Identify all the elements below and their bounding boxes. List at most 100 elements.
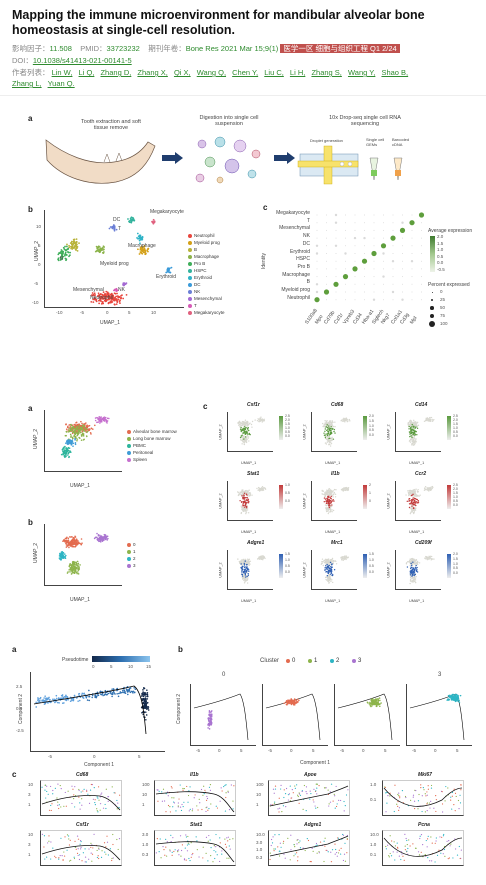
feature-plot: [320, 555, 349, 584]
colorbar-tick: 1.0: [453, 495, 458, 499]
doi-link[interactable]: 10.1038/s41413-021-00141-5: [32, 56, 132, 65]
author-link[interactable]: Chen Y,: [232, 68, 259, 77]
size-legend-dot: [431, 291, 433, 293]
cell-point: [106, 417, 109, 420]
cell-point: [322, 425, 325, 428]
cell-point: [412, 498, 414, 501]
dot-plot-mark: [326, 260, 327, 262]
cell-point: [328, 579, 331, 582]
cell-point: [248, 564, 250, 567]
cell-point: [413, 578, 416, 581]
cell-point: [414, 497, 417, 500]
cell-point: [107, 302, 110, 305]
cell-point: [85, 422, 87, 424]
pmid-value[interactable]: 33723232: [106, 44, 140, 53]
cell-point: [72, 697, 75, 700]
cell-point: [413, 504, 416, 506]
size-legend-label: 75: [440, 313, 446, 318]
cell-point: [100, 416, 102, 418]
cell-point: [334, 432, 336, 434]
dot-plot-mark: [383, 260, 384, 262]
cell-point: [331, 574, 334, 576]
dot-plot-mark: [364, 222, 365, 224]
author-link[interactable]: Yuan Q.: [47, 79, 75, 88]
expression-point: [277, 808, 279, 810]
expression-point: [305, 791, 307, 793]
expression-point: [315, 807, 317, 809]
author-link[interactable]: Qi X,: [173, 68, 191, 77]
mandible-illustration: [45, 139, 156, 184]
cell-point: [419, 494, 421, 496]
cell-point: [240, 568, 243, 570]
dot-plot-mark: [315, 252, 319, 255]
author-link[interactable]: Wang Y,: [347, 68, 376, 77]
author-link[interactable]: Lin W,: [51, 68, 73, 77]
cell-point: [66, 248, 68, 251]
cell-point: [345, 555, 347, 557]
facet-label: 3: [438, 672, 442, 678]
cell-point: [80, 439, 83, 441]
legend-swatch: [188, 268, 192, 273]
cell-point: [111, 693, 114, 696]
cell-point: [58, 702, 60, 704]
cell-point: [324, 442, 327, 444]
author-link[interactable]: Li H,: [289, 68, 306, 77]
cell-point: [69, 427, 71, 429]
dot-plot-mark: [399, 227, 406, 233]
journal-value[interactable]: Bone Res 2021 Mar 15;9(1): [185, 44, 279, 53]
expression-point: [88, 802, 91, 804]
legend-item: Neutrophil: [188, 233, 215, 238]
cell-point: [74, 535, 76, 538]
cell-point: [69, 450, 71, 452]
cell-point: [413, 419, 415, 422]
cell-point: [97, 537, 99, 540]
cell-point: [245, 441, 248, 444]
cell-point: [82, 697, 85, 699]
x-axis-label: UMAP_1: [241, 599, 257, 603]
author-link[interactable]: Zhang S,: [311, 68, 342, 77]
authors-line-2: Zhang L, Yuan Q.: [12, 79, 79, 88]
cell-point: [325, 563, 327, 565]
cell-point: [331, 420, 334, 422]
cell-point: [343, 558, 345, 561]
author-link[interactable]: Zhang L,: [12, 79, 42, 88]
legend-label: DC: [194, 282, 201, 287]
author-link[interactable]: Li Q,: [78, 68, 95, 77]
umap-axes: [44, 410, 122, 472]
cell-point: [72, 445, 74, 447]
author-link[interactable]: Wang Q,: [196, 68, 227, 77]
author-link[interactable]: Shao B,: [381, 68, 409, 77]
cell-point: [146, 708, 148, 711]
cell-point: [71, 539, 73, 541]
cell-point: [103, 293, 106, 296]
author-link[interactable]: Zhang D,: [100, 68, 132, 77]
cell-point: [408, 503, 411, 505]
cell-point: [258, 418, 260, 421]
cell-point: [324, 498, 327, 500]
author-link[interactable]: Liu C,: [264, 68, 284, 77]
cell-point: [242, 503, 244, 505]
feature-gene-title: Stat1: [247, 471, 260, 477]
author-link[interactable]: Zhang X,: [137, 68, 168, 77]
cell-point: [93, 292, 96, 295]
cell-point: [72, 698, 75, 701]
cell-point: [46, 698, 49, 701]
cell-point: [114, 296, 116, 299]
panel-letter: c: [12, 770, 17, 779]
dot-plot-mark: [392, 299, 394, 301]
cell-point: [247, 495, 249, 497]
cell-point: [69, 441, 71, 444]
cell-point: [333, 430, 335, 433]
dot-plot-mark: [371, 250, 377, 257]
cell-point: [428, 490, 430, 492]
cell-point: [71, 566, 73, 568]
cell-point: [328, 561, 330, 564]
cell-point: [118, 692, 120, 695]
expression-point: [224, 810, 227, 812]
arrow-right-icon: [162, 152, 183, 164]
feature-gene-title: Cd209f: [415, 540, 432, 546]
impact-value: 11.508: [49, 44, 72, 53]
cell-point: [430, 555, 433, 558]
cell-point: [71, 437, 74, 440]
cell-point: [86, 428, 88, 430]
